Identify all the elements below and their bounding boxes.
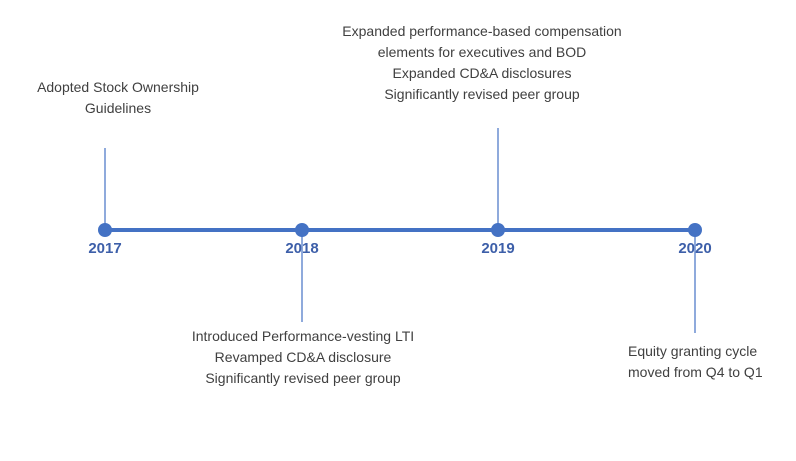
- event-text-line: Adopted Stock Ownership: [37, 79, 199, 95]
- milestone-dot-2019: [491, 223, 505, 237]
- connector-line-2020: [694, 232, 696, 333]
- event-text-line: Expanded performance-based compensation: [342, 23, 622, 39]
- event-text-line: moved from Q4 to Q1: [628, 364, 763, 380]
- event-text-line: Guidelines: [84, 100, 152, 116]
- event-text-line: Equity granting cycle: [628, 343, 758, 359]
- connector-line-2019: [497, 128, 499, 228]
- event-text-2018: Introduced Performance-vesting LTI Revam…: [173, 326, 433, 389]
- event-text-line: Revamped CD&A disclosure: [214, 349, 392, 365]
- milestone-dot-2020: [688, 223, 702, 237]
- event-text-2020: Equity granting cycle moved from Q4 to Q…: [628, 341, 793, 383]
- connector-line-2018: [301, 232, 303, 322]
- event-text-line: Significantly revised peer group: [384, 86, 580, 102]
- milestone-dot-2017: [98, 223, 112, 237]
- timeline-axis-line: [105, 228, 695, 232]
- event-text-line: Significantly revised peer group: [205, 370, 401, 386]
- year-label-2020: 2020: [678, 240, 712, 257]
- year-label-2019: 2019: [481, 240, 515, 257]
- year-label-2017: 2017: [88, 240, 122, 257]
- event-text-line: Introduced Performance-vesting LTI: [191, 328, 415, 344]
- event-text-line: elements for executives and BOD: [377, 44, 587, 60]
- year-label-2018: 2018: [285, 240, 319, 257]
- event-text-2017: Adopted Stock Ownership Guidelines: [13, 77, 223, 119]
- connector-line-2017: [104, 148, 106, 228]
- milestone-dot-2018: [295, 223, 309, 237]
- event-text-line: Expanded CD&A disclosures: [392, 65, 572, 81]
- event-text-2019: Expanded performance-based compensation …: [322, 21, 642, 105]
